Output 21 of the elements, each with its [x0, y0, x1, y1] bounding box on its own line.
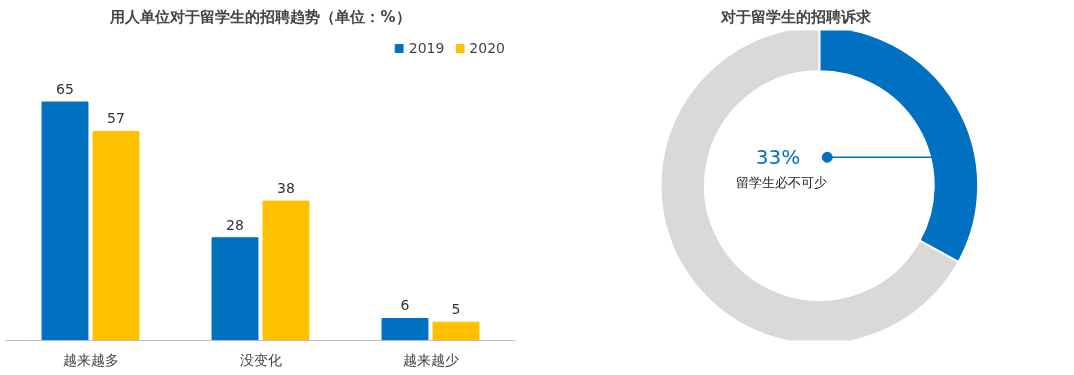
bar	[381, 317, 429, 341]
bar	[92, 130, 140, 341]
bar	[211, 237, 259, 341]
bar	[41, 101, 89, 341]
chart-title: 用人单位对于留学生的招聘趋势（单位：%）	[109, 7, 411, 26]
bar	[432, 321, 480, 341]
x-tick-label: 没变化	[239, 351, 282, 368]
chart-title: 对于留学生的招聘诉求	[719, 7, 872, 26]
data-label: 65	[56, 81, 74, 98]
legend-label: 留学生必不可少	[736, 175, 828, 191]
data-label: 38	[277, 180, 295, 197]
data-label: 57	[107, 110, 125, 127]
data-label: 28	[226, 216, 244, 233]
x-tick-label: 越来越多	[62, 351, 119, 368]
legend-label: 2019	[408, 40, 445, 56]
bar	[262, 200, 310, 341]
data-label: 5	[451, 301, 461, 318]
data-label: 33%	[755, 145, 801, 170]
x-tick-label: 越来越少	[402, 351, 459, 368]
data-label: 6	[400, 297, 410, 314]
legend-label: 2020	[469, 40, 505, 56]
